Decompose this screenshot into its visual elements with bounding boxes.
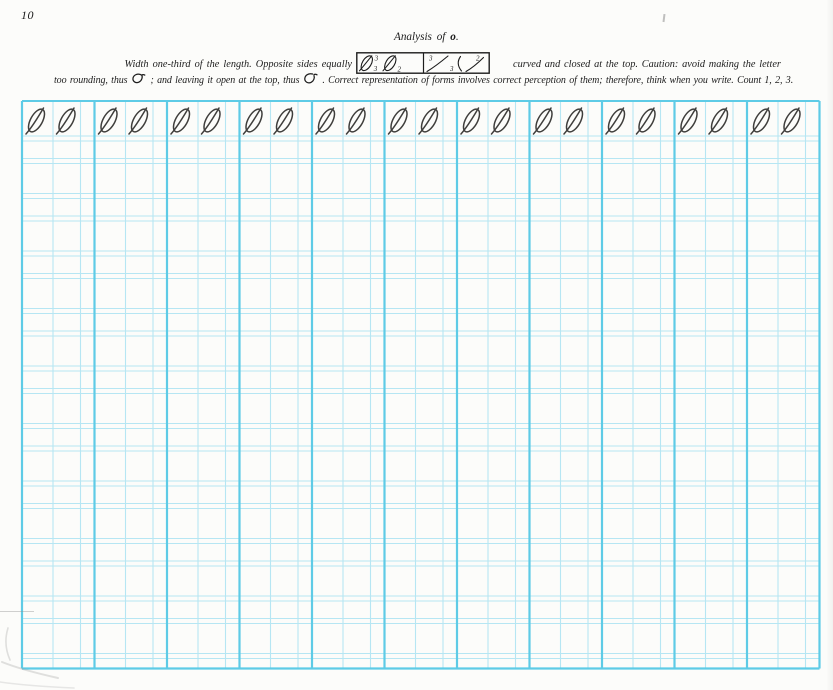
title-letter: o [450,31,456,43]
principle-number: 3 [428,55,433,63]
cursive-o-pair [676,105,732,136]
instruction-line-left: Width one-third of the length. Opposite … [124,59,352,70]
instruction-line-right: curved and closed at the top. Caution: a… [513,59,781,70]
principle-number: 3 [449,65,454,73]
principle-number: 2 [476,55,480,63]
diagram-border [356,52,490,74]
principle-number: 3 [374,55,379,63]
principle-number: 3 [373,65,378,73]
cursive-o-pair [169,105,225,136]
title-text: Analysis of [394,31,451,43]
practice-letter-row [24,105,805,136]
stroke-principles-cell [426,55,485,73]
cursive-o-pair [241,105,297,136]
cursive-o-pair [314,105,370,136]
cursive-o-pair [24,105,80,136]
page-number: 10 [21,8,34,22]
cursive-o-pair [531,105,587,136]
cursive-o-pair [459,105,515,136]
faulty-o-open-glyph [304,73,318,84]
cursive-o-pair [96,105,152,136]
cursive-o-pair [749,105,805,136]
instruction-text: too rounding, thus [54,75,128,86]
cursive-o-pair [386,105,442,136]
letter-analysis-diagram: 3 3 2 3 3 2 [356,52,490,74]
grid-lines [20,100,821,670]
faulty-o-rounded-glyph [132,73,146,84]
title-period: . [455,31,459,43]
instruction-line-bottom: too rounding, thus ; and leaving it open … [54,72,793,86]
page-title: Analysis of o. [394,31,459,43]
analyzed-letter-cell [358,55,397,72]
principle-number: 2 [398,66,402,74]
instruction-text: ; and leaving it open at the top, thus [150,75,300,86]
instruction-text: . Correct representation of forms involv… [322,75,794,86]
cursive-o-pair [604,105,660,136]
